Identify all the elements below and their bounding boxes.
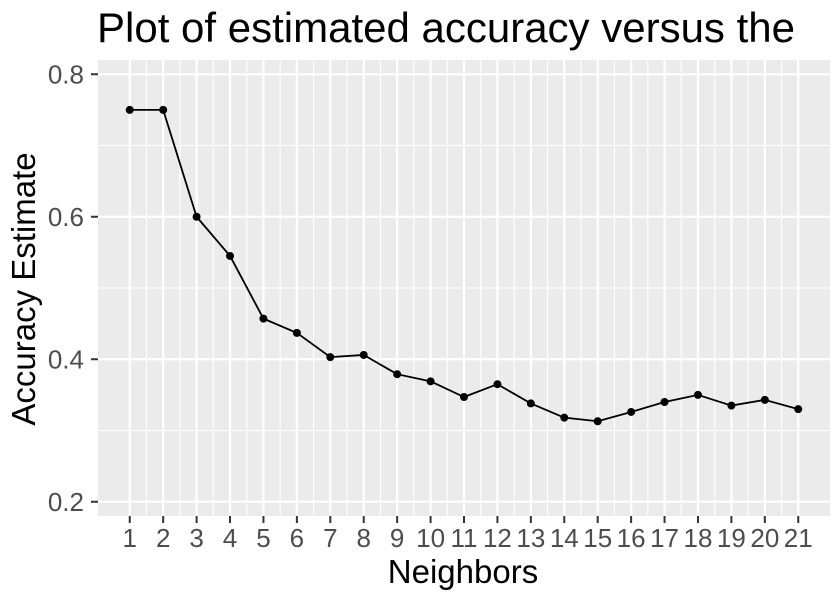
data-point [359, 350, 368, 359]
x-tick-label: 14 [550, 523, 579, 553]
x-tick-label: 9 [390, 523, 404, 553]
y-axis-tick-labels: 0.2 0.4 0.6 0.8 [48, 59, 84, 517]
x-tick-label: 2 [156, 523, 170, 553]
x-tick-label: 18 [684, 523, 713, 553]
data-point [259, 314, 268, 323]
data-point [760, 395, 769, 404]
data-series [125, 105, 803, 426]
x-tick-label: 6 [290, 523, 304, 553]
x-axis-tick-labels: 1 2 3 4 5 6 7 8 9 10 11 12 13 14 15 16 17 18 19 20 21 [123, 523, 813, 553]
major-gridlines [98, 60, 830, 516]
data-point [593, 417, 602, 426]
x-tick-label: 15 [583, 523, 612, 553]
data-point [560, 413, 569, 422]
x-tick-label: 19 [717, 523, 746, 553]
y-tick-label: 0.8 [48, 59, 84, 89]
x-tick-label: 12 [483, 523, 512, 553]
data-point [426, 377, 435, 386]
x-tick-label: 7 [323, 523, 337, 553]
data-point [526, 399, 535, 408]
data-point [727, 401, 736, 410]
chart-title: Plot of estimated accuracy versus the [97, 4, 795, 51]
y-tick-label: 0.6 [48, 202, 84, 232]
data-point [627, 407, 636, 416]
data-point [693, 390, 702, 399]
x-tick-label: 16 [617, 523, 646, 553]
y-tick-label: 0.2 [48, 487, 84, 517]
axis-tick-marks [91, 73, 800, 523]
x-tick-label: 17 [650, 523, 679, 553]
x-tick-label: 10 [416, 523, 445, 553]
data-point [292, 328, 301, 337]
x-tick-label: 21 [784, 523, 813, 553]
data-point [794, 405, 803, 414]
data-point [660, 398, 669, 406]
x-axis-title: Neighbors [388, 553, 538, 590]
x-tick-label: 8 [356, 523, 370, 553]
x-tick-label: 11 [451, 523, 478, 553]
y-tick-label: 0.4 [48, 344, 84, 374]
x-tick-label: 3 [189, 523, 203, 553]
data-point [460, 393, 468, 402]
data-point [125, 105, 134, 114]
y-axis-title: Accuracy Estimate [5, 152, 42, 425]
x-tick-label: 1 [123, 523, 137, 553]
data-point [226, 251, 235, 260]
data-point [326, 353, 335, 362]
data-point [493, 380, 502, 389]
data-point [159, 105, 168, 114]
x-tick-label: 20 [750, 523, 779, 553]
data-point [192, 212, 201, 221]
x-tick-label: 4 [223, 523, 237, 553]
data-point [393, 370, 402, 379]
x-tick-label: 5 [256, 523, 270, 553]
x-tick-label: 13 [516, 523, 545, 553]
